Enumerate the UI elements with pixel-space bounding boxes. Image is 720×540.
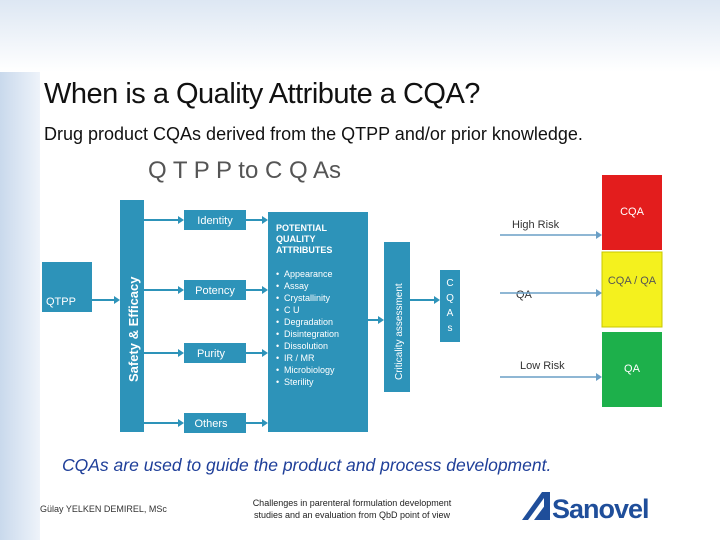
arrowhead-criticality-cqas <box>434 296 440 304</box>
slide-title: When is a Quality Attribute a CQA? <box>44 78 480 110</box>
safety-efficacy-label: Safety & Efficacy <box>126 276 141 382</box>
category-box-potency <box>184 280 246 300</box>
attributes-title-2: QUALITY <box>276 234 316 244</box>
attribute-item: Degradation <box>284 317 333 327</box>
outcome-box-cqa-qa <box>601 251 663 328</box>
outcome-label-qa: QA <box>624 363 641 375</box>
svg-text:•: • <box>276 317 279 327</box>
svg-text:•: • <box>276 269 279 279</box>
attribute-item: Appearance <box>284 269 333 279</box>
category-label-identity: Identity <box>197 215 233 227</box>
attribute-item: C U <box>284 305 300 315</box>
cqas-box <box>440 270 460 342</box>
svg-text:•: • <box>276 365 279 375</box>
outcome-box-qa <box>602 332 662 407</box>
attribute-item: Sterility <box>284 377 314 387</box>
safety-efficacy-band <box>120 200 144 432</box>
cqas-letter: Q <box>446 293 454 304</box>
category-label-others: Others <box>194 418 228 430</box>
left-decor-band <box>0 0 40 540</box>
outcome-label-cqa: CQA <box>620 206 645 218</box>
qtpp-box <box>42 262 92 312</box>
risk-label-high: High Risk <box>512 219 560 231</box>
category-label-potency: Potency <box>195 285 235 297</box>
outcome-box-cqa <box>602 175 662 250</box>
svg-text:•: • <box>276 281 279 291</box>
footer-center-line: studies and an evaluation from QbD point… <box>253 510 451 520</box>
sanovel-logo: Sanovel <box>522 492 650 524</box>
attribute-item: Dissolution <box>284 341 328 351</box>
footer-center-line: Challenges in parenteral formulation dev… <box>252 498 452 508</box>
attribute-item: Assay <box>284 281 309 291</box>
category-arrows <box>144 216 184 427</box>
attribute-item: Crystallinity <box>284 293 331 303</box>
category-box-others <box>184 413 246 433</box>
svg-text:•: • <box>276 353 279 363</box>
slide-subtitle: Drug product CQAs derived from the QTPP … <box>44 124 583 144</box>
category-box-identity <box>184 210 246 230</box>
attribute-arrows <box>246 216 268 427</box>
criticality-box <box>384 242 410 392</box>
arrowhead-attributes-criticality <box>378 316 384 324</box>
diagram-heading: Q T P P to C Q As <box>148 157 341 184</box>
criticality-label: Criticality assessment <box>394 283 405 380</box>
top-decor-band <box>0 0 720 72</box>
attribute-item: IR / MR <box>284 353 315 363</box>
slide-caption: CQAs are used to guide the product and p… <box>62 455 552 475</box>
category-label-purity: Purity <box>197 348 226 360</box>
attribute-item: Disintegration <box>284 329 339 339</box>
category-box-purity <box>184 343 246 363</box>
risk-label-low: Low Risk <box>520 360 565 372</box>
outcome-label-cqa-qa: CQA / QA <box>608 275 657 287</box>
attributes-title-3: ATTRIBUTES <box>276 245 332 255</box>
cqas-letter: C <box>446 278 453 289</box>
svg-text:•: • <box>276 293 279 303</box>
attributes-title-1: POTENTIAL <box>276 223 328 233</box>
qtpp-to-cqa-diagram: Q T P P to C Q As QTPP Safety & Efficacy… <box>42 157 663 433</box>
arrowhead-qtpp-band <box>114 296 120 304</box>
footer-author: Gülay YELKEN DEMIREL, MSc <box>40 504 167 514</box>
risk-label-qa: QA <box>516 289 533 301</box>
svg-text:•: • <box>276 377 279 387</box>
attributes-box <box>268 212 368 432</box>
attribute-item: Microbiology <box>284 365 335 375</box>
svg-text:•: • <box>276 341 279 351</box>
cqas-letter: A <box>447 308 454 319</box>
svg-text:•: • <box>276 329 279 339</box>
svg-text:•: • <box>276 305 279 315</box>
cqas-letter: s <box>448 323 453 334</box>
qtpp-label: QTPP <box>46 296 76 308</box>
attribute-list: • Appearance • Assay • Crystallinity • C U •… <box>276 269 339 387</box>
risk-arrows <box>500 231 602 381</box>
footer-center-text: Challenges in parenteral formulation dev… <box>232 497 472 521</box>
logo-text: Sanovel <box>552 494 649 524</box>
